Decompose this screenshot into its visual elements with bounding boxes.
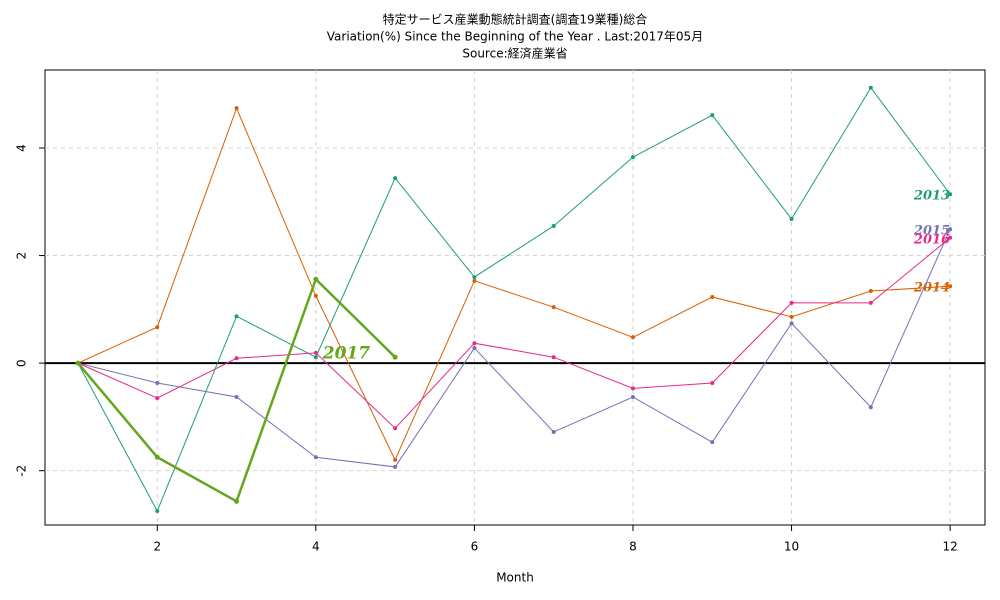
x-tick-label: 10 [784, 540, 799, 554]
point [234, 394, 239, 399]
point [948, 235, 953, 240]
point [75, 360, 81, 366]
point [789, 314, 794, 319]
point [155, 381, 160, 386]
point [393, 457, 398, 462]
point [948, 192, 953, 197]
series-line [77, 106, 951, 462]
point [393, 176, 398, 181]
point [789, 216, 794, 221]
x-axis-label: Month [496, 571, 534, 585]
point [472, 341, 477, 346]
point [630, 394, 635, 399]
point [155, 396, 160, 401]
point [155, 325, 160, 330]
point [789, 300, 794, 305]
chart-source: Source:経済産業省 [462, 46, 567, 61]
point [472, 275, 477, 280]
plot-frame [44, 69, 986, 526]
point [392, 354, 398, 360]
point [868, 405, 873, 410]
point [234, 498, 240, 504]
x-tick-label: 6 [471, 540, 479, 554]
point [472, 346, 477, 351]
point [313, 350, 318, 355]
point [789, 321, 794, 326]
y-tick-label: 4 [15, 144, 29, 152]
series-label: 2015 [913, 224, 950, 239]
point [155, 509, 160, 514]
y-tick-label: -2 [15, 465, 29, 477]
point [630, 335, 635, 340]
point [630, 155, 635, 160]
point [472, 278, 477, 283]
y-tick-label: 0 [15, 359, 29, 367]
series-label: 2016 [913, 232, 950, 247]
point [868, 289, 873, 294]
point [710, 440, 715, 445]
series-line [77, 228, 951, 468]
point [313, 455, 318, 460]
x-tick-label: 8 [629, 540, 637, 554]
series-label: 2013 [913, 189, 950, 204]
point [551, 223, 556, 228]
point [313, 293, 318, 298]
point [393, 464, 398, 469]
x-tick-label: 12 [942, 540, 957, 554]
point [551, 305, 556, 310]
point [154, 454, 160, 460]
point [551, 429, 556, 434]
point [234, 106, 239, 111]
series-label: 2017 [322, 344, 370, 364]
point [313, 276, 319, 282]
x-tick-label: 4 [312, 540, 320, 554]
point [630, 386, 635, 391]
chart-subtitle: Variation(%) Since the Beginning of the … [327, 30, 703, 44]
series-line [77, 86, 951, 513]
chart-title: 特定サービス産業動態統計調査(調査19業種)総合 [383, 12, 648, 27]
point [710, 113, 715, 118]
series-line [77, 276, 396, 504]
series-label: 2014 [913, 281, 950, 296]
point [710, 294, 715, 299]
point [948, 284, 953, 289]
y-tick-label: 2 [15, 252, 29, 260]
point [234, 314, 239, 319]
point [868, 85, 873, 90]
point [551, 355, 556, 360]
point [710, 381, 715, 386]
point [948, 227, 953, 232]
point [868, 300, 873, 305]
x-tick-label: 2 [153, 540, 161, 554]
point [313, 355, 318, 360]
point [393, 426, 398, 431]
series-line [77, 237, 951, 429]
point [234, 356, 239, 361]
